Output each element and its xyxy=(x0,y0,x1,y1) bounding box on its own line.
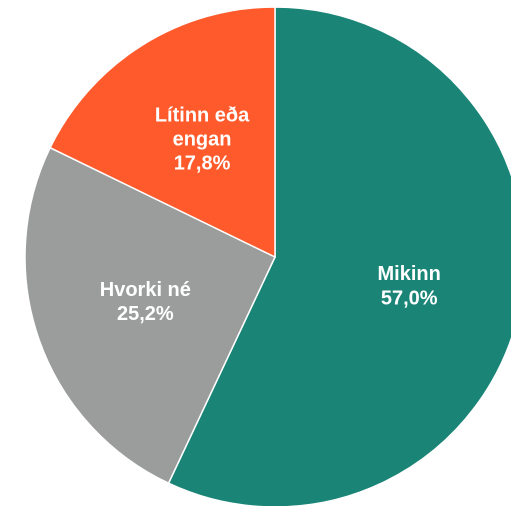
slice-value-label: 25,2% xyxy=(117,303,174,325)
slice-label: Mikinn xyxy=(378,263,441,285)
slice-label: Lítinn eða engan xyxy=(155,105,250,151)
pie-slice xyxy=(167,6,511,506)
pie-slice xyxy=(49,6,276,259)
pie-slice xyxy=(24,146,276,485)
slice-value-label: 57,0% xyxy=(381,287,438,309)
slice-label: Hvorki né xyxy=(100,279,191,301)
slice-value-label: 17,8% xyxy=(174,153,231,175)
